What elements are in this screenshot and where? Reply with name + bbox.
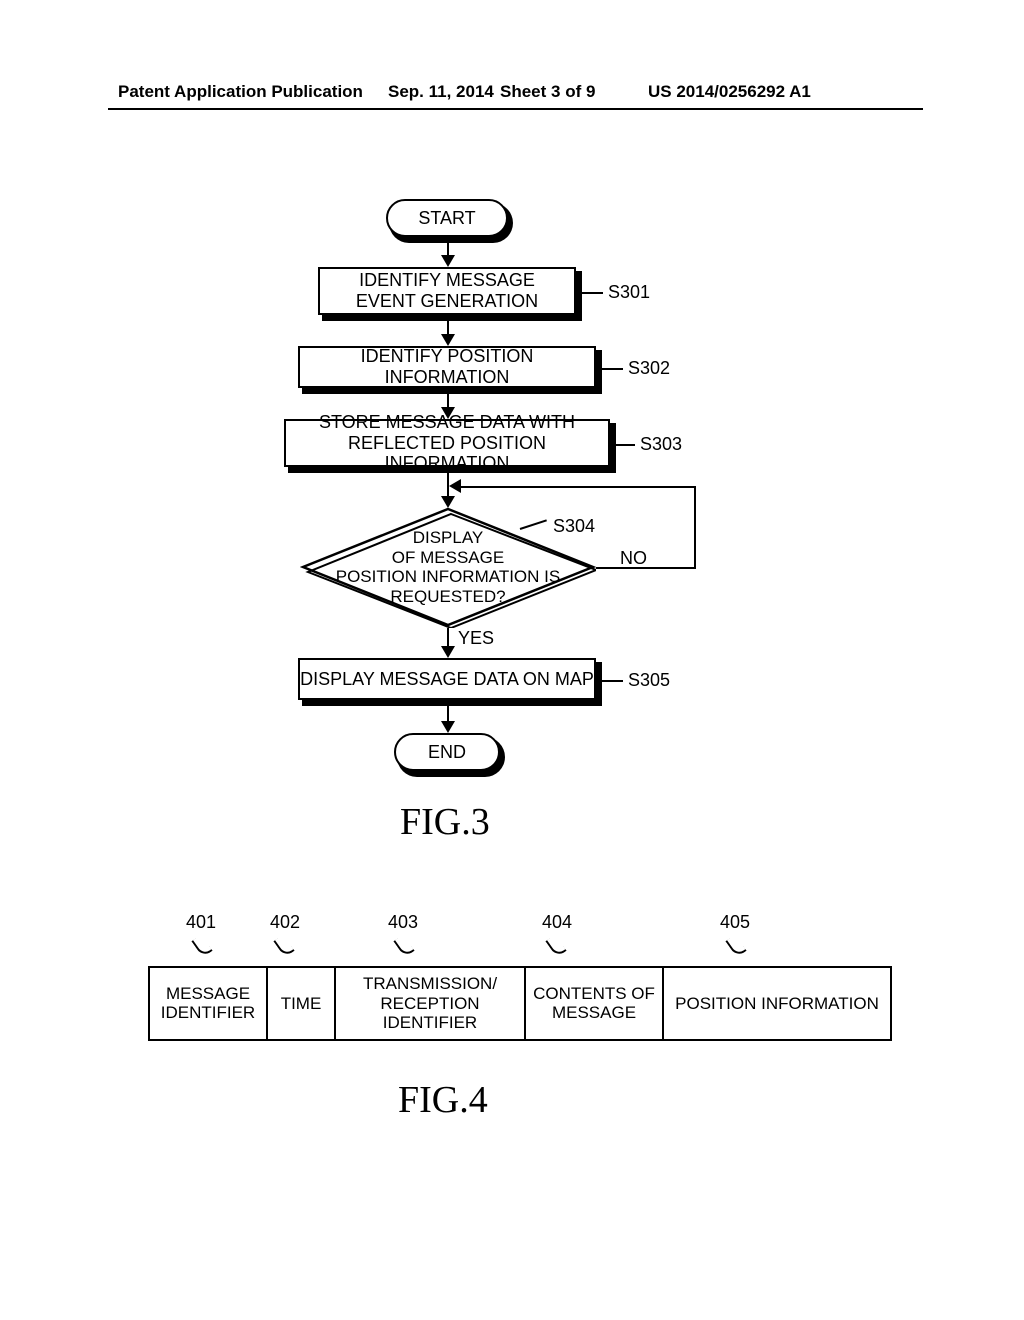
leader <box>613 444 635 446</box>
leader <box>599 680 623 682</box>
leader-curve <box>393 934 414 957</box>
publication-type: Patent Application Publication <box>118 82 363 102</box>
step-id: S301 <box>608 282 650 303</box>
step-id: S302 <box>628 358 670 379</box>
cell-text: POSITION INFORMATION <box>675 994 879 1013</box>
leader <box>599 368 623 370</box>
arrow-head-icon <box>441 255 455 267</box>
table-row: MESSAGE IDENTIFIER TIME TRANSMISSION/ RE… <box>149 967 891 1040</box>
cell-text: CONTENTS OF MESSAGE <box>533 984 655 1023</box>
sheet-number: Sheet 3 of 9 <box>500 82 595 102</box>
cell-text: MESSAGE IDENTIFIER <box>161 984 255 1023</box>
start-terminator: START <box>386 199 508 237</box>
decision-s304: DISPLAY OF MESSAGE POSITION INFORMATION … <box>300 506 596 628</box>
figure-4-caption: FIG.4 <box>398 1078 488 1122</box>
branch-no-label: NO <box>620 548 647 569</box>
col-header: CONTENTS OF MESSAGE <box>525 967 663 1040</box>
decision-text: DISPLAY OF MESSAGE POSITION INFORMATION … <box>300 528 596 606</box>
col-num: 405 <box>720 912 750 933</box>
col-header: POSITION INFORMATION <box>663 967 891 1040</box>
publication-number: US 2014/0256292 A1 <box>648 82 811 102</box>
message-table: MESSAGE IDENTIFIER TIME TRANSMISSION/ RE… <box>148 966 892 1041</box>
col-header: TRANSMISSION/ RECEPTION IDENTIFIER <box>335 967 525 1040</box>
col-num: 401 <box>186 912 216 933</box>
leader-curve <box>545 934 566 957</box>
step-s303: STORE MESSAGE DATA WITH REFLECTED POSITI… <box>284 419 610 467</box>
col-num: 404 <box>542 912 572 933</box>
leader <box>579 292 603 294</box>
step-text: STORE MESSAGE DATA WITH REFLECTED POSITI… <box>286 412 608 474</box>
col-num: 403 <box>388 912 418 933</box>
arrow-head-icon <box>441 646 455 658</box>
col-num: 402 <box>270 912 300 933</box>
leader-curve <box>273 934 294 957</box>
step-s305: DISPLAY MESSAGE DATA ON MAP <box>298 658 596 700</box>
arrow-head-icon <box>441 334 455 346</box>
publication-date: Sep. 11, 2014 <box>388 82 494 102</box>
branch-yes-label: YES <box>458 628 494 649</box>
step-text: DISPLAY MESSAGE DATA ON MAP <box>300 669 594 690</box>
step-text: IDENTIFY MESSAGE EVENT GENERATION <box>356 270 538 311</box>
leader-curve <box>725 934 746 957</box>
step-text: IDENTIFY POSITION INFORMATION <box>300 346 594 387</box>
arrow <box>447 628 449 648</box>
step-id: S305 <box>628 670 670 691</box>
col-header: TIME <box>267 967 335 1040</box>
no-branch-line <box>461 486 696 488</box>
end-terminator: END <box>394 733 500 771</box>
step-s302: IDENTIFY POSITION INFORMATION <box>298 346 596 388</box>
figure-3-caption: FIG.3 <box>400 800 490 844</box>
cell-text: TIME <box>281 994 322 1013</box>
col-header: MESSAGE IDENTIFIER <box>149 967 267 1040</box>
cell-text: TRANSMISSION/ RECEPTION IDENTIFIER <box>363 974 497 1032</box>
no-branch-line <box>596 567 696 569</box>
header-rule <box>108 108 923 110</box>
step-s301: IDENTIFY MESSAGE EVENT GENERATION <box>318 267 576 315</box>
step-id: S304 <box>553 516 595 537</box>
step-id: S303 <box>640 434 682 455</box>
leader-curve <box>191 934 212 957</box>
arrow-head-icon <box>441 721 455 733</box>
arrow-head-icon <box>449 479 461 493</box>
no-branch-line <box>694 486 696 569</box>
